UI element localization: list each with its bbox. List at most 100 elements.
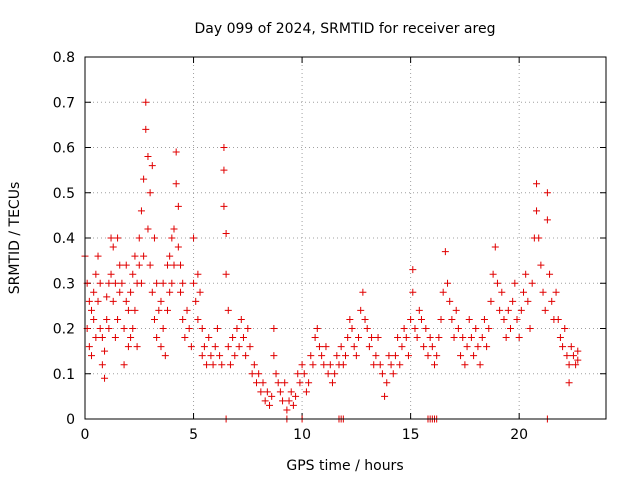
data-point (459, 334, 467, 342)
data-point (374, 334, 382, 342)
data-point (220, 202, 228, 210)
x-tick-label: 5 (189, 427, 198, 443)
data-point (569, 352, 577, 360)
data-point (339, 361, 347, 369)
data-point (220, 144, 228, 151)
data-point (322, 343, 330, 351)
data-point (231, 352, 239, 360)
data-point (326, 361, 334, 369)
data-point (224, 343, 232, 351)
data-point (157, 297, 165, 305)
data-point (378, 370, 386, 378)
data-point (218, 361, 226, 369)
data-point (177, 261, 185, 269)
data-point (107, 270, 115, 278)
data-point (300, 370, 308, 378)
data-point (404, 352, 412, 360)
data-point (559, 343, 567, 351)
data-point (168, 279, 176, 287)
data-point (539, 288, 547, 296)
data-point (396, 361, 404, 369)
data-point (537, 261, 545, 269)
data-point (205, 334, 213, 342)
data-point (85, 343, 93, 351)
data-point (213, 325, 221, 332)
data-point (361, 315, 369, 323)
data-points (81, 98, 582, 423)
data-point (331, 370, 339, 378)
data-point (417, 315, 425, 323)
data-point (457, 352, 465, 360)
data-point (124, 306, 132, 314)
data-point (101, 374, 109, 382)
data-point (131, 306, 139, 314)
x-axis-label: GPS time / hours (286, 458, 403, 474)
data-point (144, 225, 152, 233)
data-point (496, 306, 504, 314)
data-point (363, 325, 371, 332)
data-point (504, 306, 512, 314)
data-point (103, 315, 111, 323)
data-point (287, 388, 295, 396)
data-point (563, 352, 571, 360)
data-point (111, 279, 119, 287)
data-point (517, 306, 525, 314)
data-point (172, 180, 180, 188)
data-point (268, 392, 276, 400)
data-point (509, 297, 517, 305)
data-point (574, 347, 582, 355)
data-point (493, 279, 501, 287)
data-point (122, 297, 130, 305)
data-point (196, 288, 204, 296)
y-tick-label: 0.7 (53, 95, 75, 111)
data-point (522, 270, 530, 278)
data-point (209, 361, 217, 369)
data-point (88, 306, 96, 314)
data-point (101, 347, 109, 355)
data-point (222, 270, 230, 278)
data-point (222, 229, 230, 237)
data-point (150, 315, 158, 323)
data-point (172, 148, 180, 156)
data-point (409, 266, 417, 274)
data-point (248, 370, 256, 378)
chart-title: Day 099 of 2024, SRMTID for receiver are… (195, 21, 496, 37)
data-point (270, 325, 278, 332)
data-point (177, 288, 185, 296)
data-point (302, 388, 310, 396)
data-point (242, 352, 250, 360)
data-point (324, 370, 332, 378)
data-point (92, 270, 100, 278)
data-point (487, 297, 495, 305)
data-point (470, 352, 478, 360)
data-point (133, 343, 141, 351)
data-point (307, 352, 315, 360)
data-point (96, 325, 104, 332)
y-tick-label: 0.5 (53, 186, 75, 202)
data-point (185, 325, 193, 332)
data-point (192, 297, 200, 305)
data-point (357, 306, 365, 314)
data-point (515, 334, 523, 342)
data-point (200, 343, 208, 351)
data-point (118, 279, 126, 287)
data-point (179, 315, 187, 323)
data-point (415, 306, 423, 314)
data-point (255, 370, 263, 378)
data-point (107, 234, 115, 242)
data-point (552, 288, 560, 296)
data-point (98, 361, 106, 369)
data-point (543, 189, 551, 197)
data-point (480, 315, 488, 323)
data-point (541, 306, 549, 314)
data-point (296, 379, 304, 387)
data-point (309, 361, 317, 369)
data-point (439, 288, 447, 296)
data-point (114, 315, 122, 323)
data-point (90, 315, 98, 323)
plot-frame (84, 56, 607, 420)
data-point (190, 279, 198, 287)
data-point (129, 270, 137, 278)
data-point (574, 356, 582, 364)
